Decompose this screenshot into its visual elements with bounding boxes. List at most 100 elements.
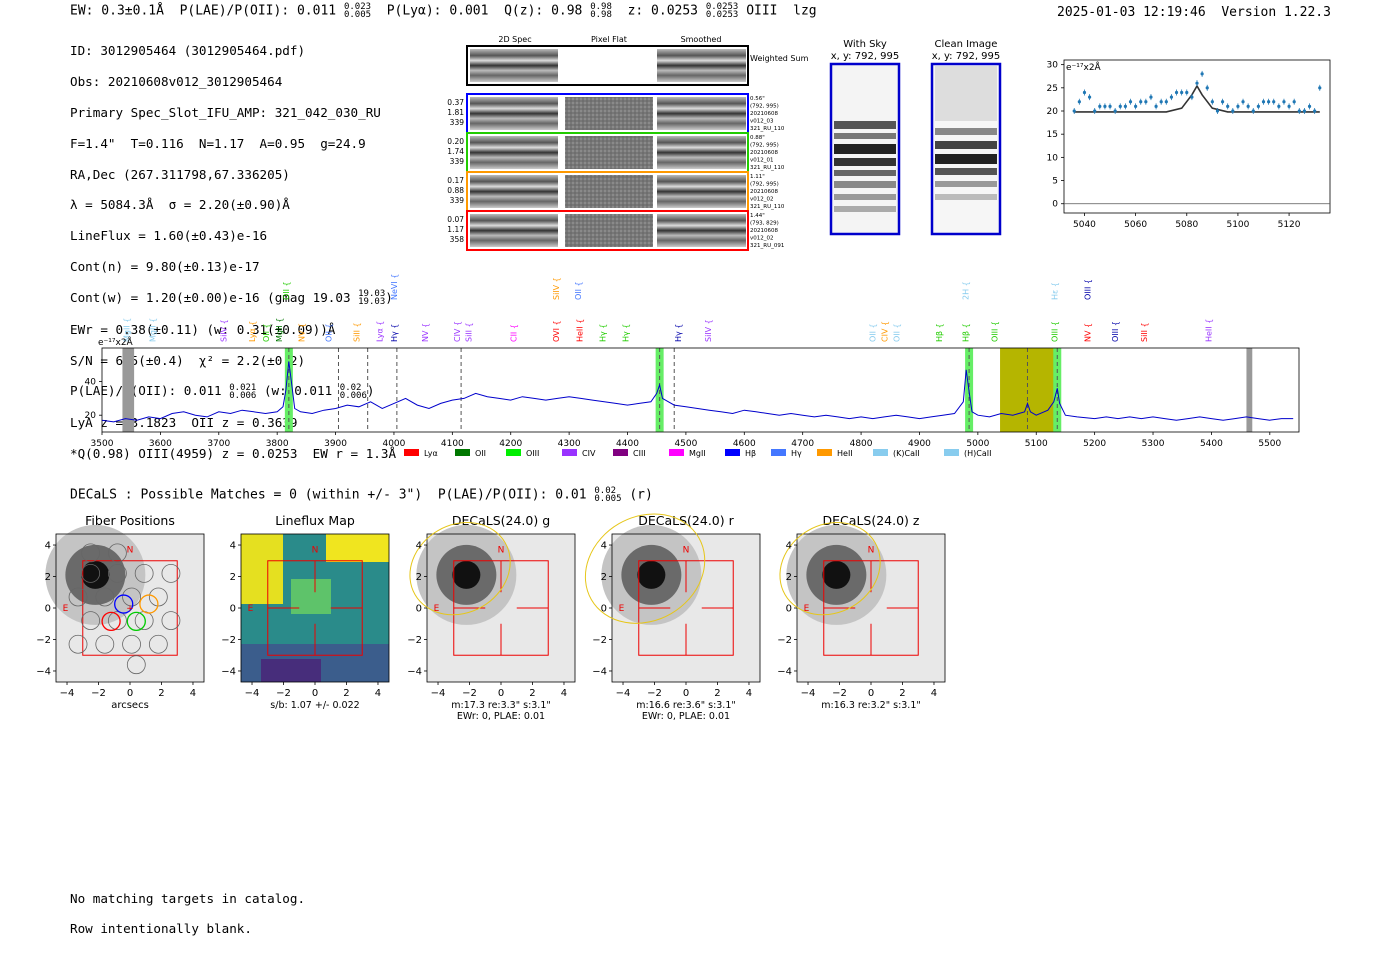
y-tick-label: 2 [416,572,422,583]
y-tick-label: 4 [230,541,236,552]
legend-swatch [725,449,740,456]
x-tick-label: 4100 [441,439,464,449]
spectrum-axes: 20 40 3500 3600 3700 3800 3900 4000 4100 4200 4300… [85,378,1282,449]
image-panel-1: Lineflux Map N E −4 4 −2 2 0 0 2 −2 4 −4 s/b: 1.07 +/… [221,513,390,711]
x-tick-label: 4300 [558,439,581,449]
x-tick-label: 2 [529,688,535,699]
x-tick-label: 4900 [908,439,931,449]
y-tick-label: 0 [601,604,607,615]
cutout-smoothed [657,214,746,247]
decals-summary: DECaLS : Possible Matches = 0 (within +/… [70,486,653,504]
line-label: Lyα { [375,321,384,342]
x-tick-label: 4 [561,688,567,699]
search-box [638,560,734,656]
full-spectrum-chart: MgII {MgII {SiIV {Lyα {OII {MgII {OII {N… [85,274,1300,458]
cutout-meta: 1.11" [750,174,765,180]
east-label: E [63,604,69,614]
info-radec: RA,Dec (267.311798,67.336205) [70,166,290,182]
line-label: CIV { [880,321,889,342]
y-tick-label: −4 [777,666,792,677]
sky-subtitle-with-sky: x, y: 792, 995 [831,51,900,62]
sky-subtitle-clean: x, y: 792, 995 [932,51,1001,62]
x-tick-label: 5100 [1226,220,1249,230]
panel-caption: m:16.3 re:3.2" s:3.1" [821,700,921,711]
legend-swatch [669,449,684,456]
legend-swatch [817,449,832,456]
x-tick-label: 0 [868,688,874,699]
selected-fiber [139,594,159,614]
cutout-meta: (792, 995) [750,182,779,188]
line-label: Hγ { [622,324,631,342]
galaxy-core [81,560,110,589]
cutout-value: 0.17 [447,176,464,185]
line-label: Hγ { [390,324,399,342]
y-tick-label: 0 [45,604,51,615]
info-contw: Cont(w) = 1.20(±0.00)e-16 (gmag 19.03 19… [70,289,393,308]
x-tick-label: 5000 [966,439,989,449]
data-point [1215,109,1220,113]
legend-label: Hγ [791,449,802,458]
cutout-header-pixelflat: Pixel Flat [591,35,627,44]
x-tick-label: 5300 [1142,439,1165,449]
data-point [1149,95,1153,99]
data-point [1159,100,1163,104]
panel-title: DECaLS(24.0) z [823,513,920,528]
panel-caption: s/b: 1.07 +/- 0.022 [270,700,359,711]
x-tick-label: 4 [746,688,752,699]
line-label: SiIV { [219,319,228,342]
data-point [1236,104,1240,108]
panel-title: Fiber Positions [85,513,175,528]
detection-info: ID: 3012905464 (3012905464.pdf) Obs: 202… [70,28,396,477]
legend-swatch [404,449,419,456]
x-tick-label: 4 [931,688,937,699]
y-tick-label: −2 [777,635,792,646]
x-tick-label: 4500 [674,439,697,449]
x-tick-label: 2 [714,688,720,699]
x-tick-label: 5040 [1073,220,1096,230]
aperture-ellipse [584,513,706,624]
line-label: HeII { [1204,319,1213,342]
cutout-value: 1.81 [447,108,464,117]
line-label: CIV { [453,321,462,342]
y-tick-label: −2 [407,635,422,646]
galaxy-core [452,560,481,589]
north-label: N [312,546,319,556]
x-tick-label: 2 [343,688,349,699]
data-point [1139,100,1143,104]
cutout-meta: 0.88" [750,135,765,141]
fiber [108,611,127,630]
line-fit-ylabel: e⁻¹⁷x2Å [1066,61,1102,73]
line-label: NV { [421,323,430,342]
info-lineflux: LineFlux = 1.60(±0.43)e-16 [70,228,268,244]
line-label: OVI { [552,320,561,342]
line-label: Hγ { [598,324,607,342]
data-point [1180,90,1184,95]
galaxy-core [637,560,666,589]
image-panel-0: Fiber Positions + N E −4 4 −2 2 0 0 2 −2 4 −4 arcsecs [36,513,205,711]
legend-label: OIII [526,449,539,458]
spectrum-line-labels: MgII {MgII {SiIV {Lyα {OII {MgII {OII {N… [122,274,1213,342]
cutout-value: 0.20 [447,137,464,146]
y-tick-label: 0 [230,604,236,615]
y-tick-label: 2 [786,572,792,583]
y-tick-label: 4 [416,541,422,552]
cutout-smoothed [657,97,746,130]
line-label: Lyα { [248,321,257,342]
data-point [1154,104,1158,108]
cutout-pixelflat [565,97,653,130]
line-label: HeII { [576,319,585,342]
y-tick-label: 4 [786,541,792,552]
info-redshifts: LyA z = 3.1823 OII z = 0.3639 [70,415,298,431]
y-tick-label: 2 [601,572,607,583]
data-point [1103,104,1107,108]
data-point [1302,109,1307,113]
data-point [1267,100,1271,104]
line-label: SiIV { [552,277,561,300]
data-point [1169,95,1174,99]
y-tick-label: 0 [1052,200,1058,210]
cutout-value: 358 [450,235,465,244]
panel-image: N E −4 4 −2 2 0 0 2 −2 4 −4 [584,513,761,699]
flux-map-blob [261,659,321,682]
x-tick-label: −2 [91,688,106,699]
x-tick-label: 0 [498,688,504,699]
